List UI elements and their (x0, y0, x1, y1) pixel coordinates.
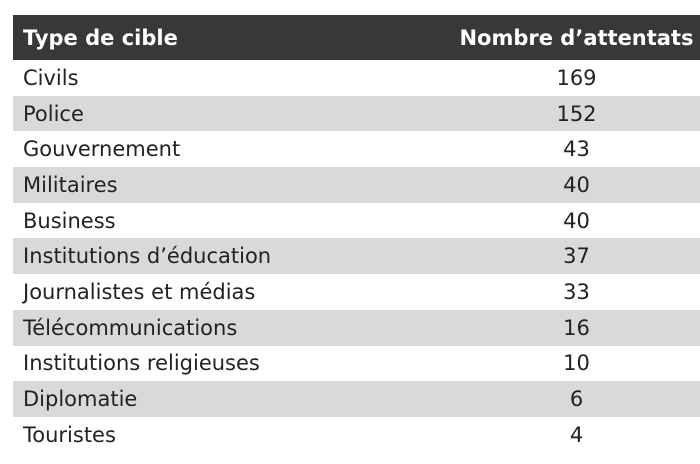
target-type-cell: Diplomatie (13, 381, 393, 417)
target-type-cell: Militaires (13, 167, 393, 203)
target-type-cell: Gouvernement (23, 137, 181, 162)
table-row: Gouvernement 43 (13, 131, 700, 167)
target-type-cell: Journalistes et médias (23, 279, 256, 304)
table-row: Institutions religieuses 10 (13, 346, 700, 382)
target-type-cell: Institutions religieuses (23, 351, 260, 376)
table-row: Militaires 40 (13, 167, 700, 203)
table-row: Civils 169 (13, 60, 700, 96)
count-cell: 169 (556, 65, 597, 90)
target-type-cell: Télécommunications (13, 309, 393, 346)
table-header: Type de cible Nombre d’attentats (13, 15, 700, 60)
header-cell: Type de cible (13, 15, 393, 60)
data-table: Type de cible Nombre d’attentats Civils 1… (13, 15, 700, 453)
count-cell: 43 (563, 137, 590, 162)
table-row: Institutions d’éducation 37 (13, 238, 700, 275)
table-row: Police 152 (13, 95, 700, 132)
count-cell: 40 (393, 167, 700, 203)
header-row: Type de cible Nombre d’attentats (13, 15, 700, 60)
target-type-cell: Institutions d’éducation (13, 238, 393, 275)
count-cell: 37 (393, 238, 700, 275)
count-cell: 16 (393, 309, 700, 346)
table-container: Type de cible Nombre d’attentats Civils 1… (13, 15, 700, 453)
target-type-cell: Touristes (23, 422, 116, 447)
table-row: Touristes 4 (13, 417, 700, 453)
target-type-cell: Police (13, 95, 393, 132)
table-row: Télécommunications 16 (13, 309, 700, 346)
count-cell: 6 (393, 381, 700, 417)
table-row: Business 40 (13, 203, 700, 239)
target-type-cell: Civils (23, 65, 79, 90)
table-row: Journalistes et médias 33 (13, 274, 700, 310)
count-cell: 10 (563, 351, 590, 376)
count-cell: 4 (569, 422, 584, 447)
header-cell: Nombre d’attentats (393, 15, 700, 60)
count-cell: 33 (563, 279, 590, 304)
table-body: Civils 169 Police 152 Gouvernement 43 Militair… (13, 60, 700, 453)
count-cell: 40 (563, 208, 590, 233)
table-row: Diplomatie 6 (13, 381, 700, 417)
count-cell: 152 (393, 95, 700, 132)
target-type-cell: Business (23, 208, 116, 233)
